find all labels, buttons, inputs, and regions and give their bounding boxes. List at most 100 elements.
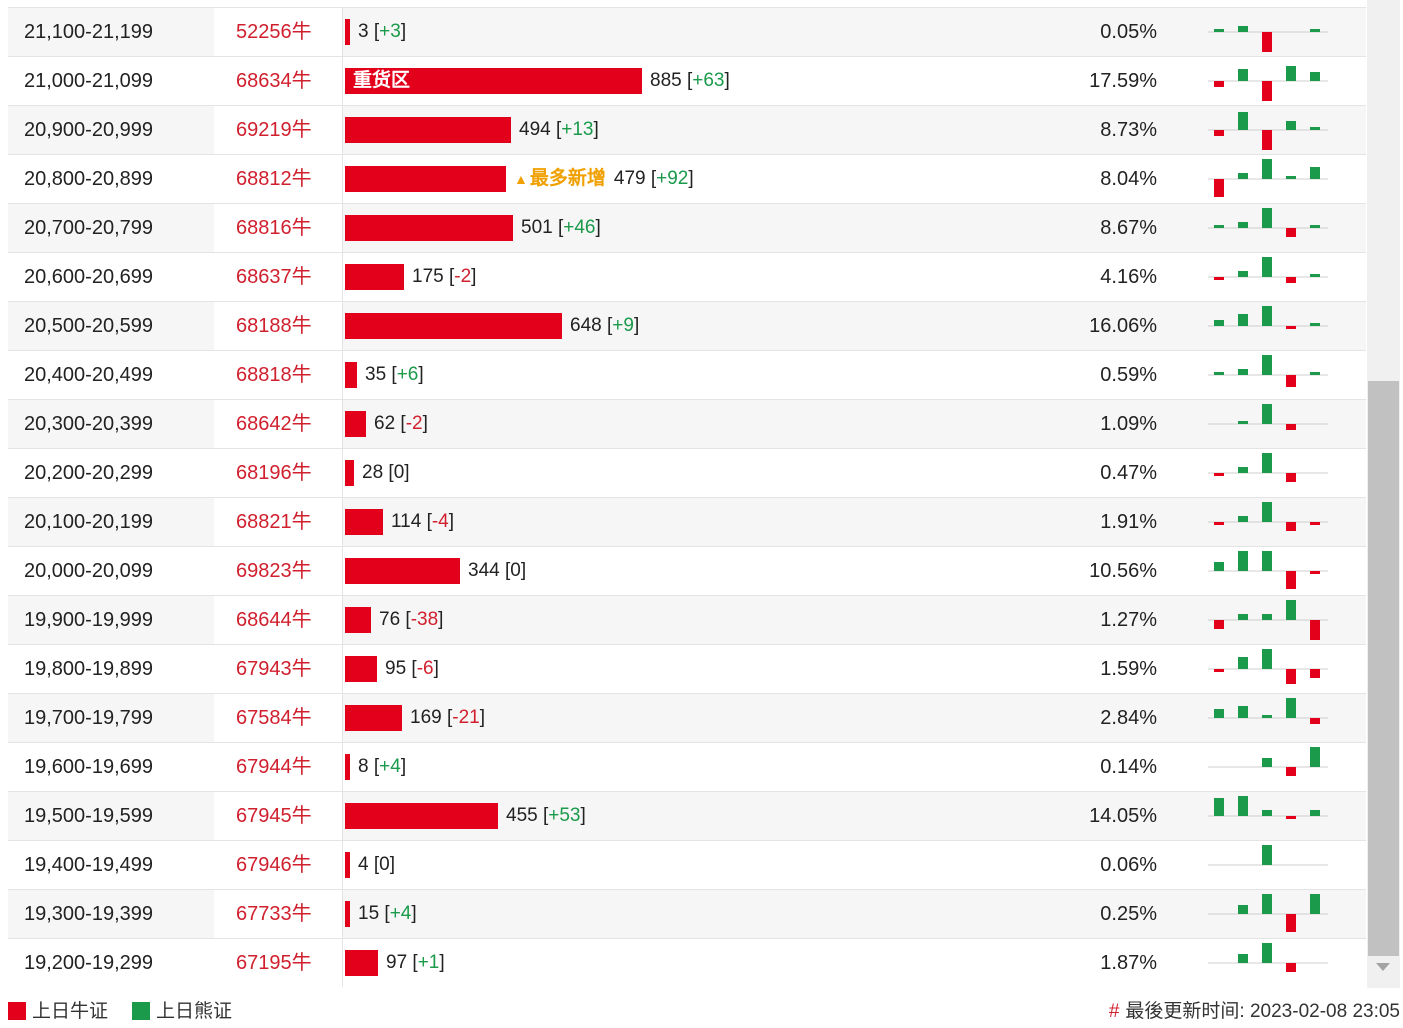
warrant-code[interactable]: 67945牛 [214,792,343,840]
table-row[interactable]: 20,200-20,299 68196牛 28 [0] 0.47% [8,448,1366,497]
count-label: 15 [+4] [358,903,417,924]
warrant-code[interactable]: 67733牛 [214,890,343,938]
warrant-code[interactable]: 69823牛 [214,547,343,595]
price-range: 21,000-21,099 [24,70,154,92]
count-bar [345,607,371,633]
sparkline-bar [1286,963,1296,972]
scroll-down-arrow-icon[interactable] [1376,963,1390,971]
sparkline-bar [1262,810,1272,816]
warrant-code[interactable]: 68188牛 [214,302,343,350]
sparkline-bar [1238,954,1248,963]
sparkline-bar [1310,894,1320,914]
sparkline-bar [1262,306,1272,326]
warrant-code[interactable]: 67584牛 [214,694,343,742]
count-value: 494 [519,119,551,140]
history-sparkline [1208,600,1328,640]
price-range: 19,300-19,399 [24,903,154,925]
count-bar-area: 62 [-2] [344,400,1044,448]
price-range: 20,100-20,199 [24,511,154,533]
sparkline-bar [1310,718,1320,724]
warrant-code[interactable]: 68637牛 [214,253,343,301]
table-row[interactable]: 21,000-21,099 68634牛 重货区 885 [+63] 17.59% [8,56,1366,105]
count-label: ▲ 最多新增 479 [+92] [514,168,694,189]
history-sparkline [1208,796,1328,819]
count-label: 62 [-2] [374,413,428,434]
table-row[interactable]: 20,500-20,599 68188牛 648 [+9] 16.06% [8,301,1366,350]
price-range: 19,800-19,899 [24,658,154,680]
table-row[interactable]: 20,000-20,099 69823牛 344 [0] 10.56% [8,546,1366,595]
table-row[interactable]: 20,100-20,199 68821牛 114 [-4] 1.91% [8,497,1366,546]
sparkline-bar [1238,421,1248,424]
sparkline-bar [1238,905,1248,914]
price-range: 19,700-19,799 [24,707,154,729]
table-row[interactable]: 20,400-20,499 68818牛 35 [+6] 0.59% [8,350,1366,399]
history-sparkline [1208,747,1328,776]
sparkline-bar [1286,176,1296,179]
scrollbar-thumb[interactable] [1368,381,1399,956]
update-label: 最後更新时间: [1125,1001,1245,1022]
bull-bear-distribution-table: 21,100-21,199 52256牛 3 [+3] 0.05% 21,000-21,… [8,7,1366,987]
warrant-code[interactable]: 68812牛 [214,155,343,203]
sparkline-bar [1238,112,1248,130]
count-bar [345,411,366,437]
sparkline-bar [1238,467,1248,473]
table-row[interactable]: 21,100-21,199 52256牛 3 [+3] 0.05% [8,7,1366,56]
percentage: 1.87% [1100,952,1157,974]
count-bar [345,558,460,584]
warrant-code[interactable]: 68634牛 [214,57,343,105]
sparkline-bar [1238,369,1248,375]
warrant-code[interactable]: 67195牛 [214,939,343,987]
history-sparkline [1208,112,1328,150]
table-row[interactable]: 20,600-20,699 68637牛 175 [-2] 4.16% [8,252,1366,301]
warrant-code[interactable]: 68821牛 [214,498,343,546]
count-bar [345,705,402,731]
percentage: 1.59% [1100,658,1157,680]
warrant-code[interactable]: 52256牛 [214,8,343,56]
sparkline-bar [1262,130,1272,150]
table-row[interactable]: 19,800-19,899 67943牛 95 [-6] 1.59% [8,644,1366,693]
count-value: 501 [521,217,553,238]
sparkline-bar [1238,314,1248,326]
warrant-code[interactable]: 68642牛 [214,400,343,448]
percentage: 2.84% [1100,707,1157,729]
legend-bull: 上日牛证 [8,998,108,1026]
sparkline-bar [1286,121,1296,130]
count-bar [345,460,354,486]
sparkline-bar [1310,167,1320,179]
warrant-code[interactable]: 67943牛 [214,645,343,693]
table-row[interactable]: 19,500-19,599 67945牛 455 [+53] 14.05% [8,791,1366,840]
warrant-code[interactable]: 68816牛 [214,204,343,252]
sparkline-bar [1310,522,1320,525]
count-change: -6 [416,658,434,679]
table-row[interactable]: 19,700-19,799 67584牛 169 [-21] 2.84% [8,693,1366,742]
table-row[interactable]: 19,300-19,399 67733牛 15 [+4] 0.25% [8,889,1366,938]
table-row[interactable]: 19,200-19,299 67195牛 97 [+1] 1.87% [8,938,1366,987]
table-row[interactable]: 20,800-20,899 68812牛 ▲ 最多新增 479 [+92] 8.04% [8,154,1366,203]
table-row[interactable]: 20,700-20,799 68816牛 501 [+46] 8.67% [8,203,1366,252]
sparkline-bar [1262,551,1272,571]
percentage: 14.05% [1089,805,1157,827]
count-bar [345,901,350,927]
warrant-code[interactable]: 68644牛 [214,596,343,644]
sparkline-bar [1286,571,1296,589]
table-row[interactable]: 20,300-20,399 68642牛 62 [-2] 1.09% [8,399,1366,448]
warrant-code[interactable]: 68196牛 [214,449,343,497]
price-range: 19,900-19,999 [24,609,154,631]
warrant-code[interactable]: 69219牛 [214,106,343,154]
count-change: 0 [393,462,405,483]
percentage: 1.91% [1100,511,1157,533]
table-row[interactable]: 19,600-19,699 67944牛 8 [+4] 0.14% [8,742,1366,791]
table-row[interactable]: 19,400-19,499 67946牛 4 [0] 0.06% [8,840,1366,889]
count-bar [345,950,378,976]
bull-swatch-icon [8,1002,26,1020]
table-row[interactable]: 19,900-19,999 68644牛 76 [-38] 1.27% [8,595,1366,644]
sparkline-bar [1310,225,1320,228]
price-range: 20,600-20,699 [24,266,154,288]
sparkline-bar [1214,277,1224,280]
warrant-code[interactable]: 67944牛 [214,743,343,791]
sparkline-bar [1286,669,1296,684]
percentage: 8.67% [1100,217,1157,239]
warrant-code[interactable]: 68818牛 [214,351,343,399]
warrant-code[interactable]: 67946牛 [214,841,343,889]
table-row[interactable]: 20,900-20,999 69219牛 494 [+13] 8.73% [8,105,1366,154]
